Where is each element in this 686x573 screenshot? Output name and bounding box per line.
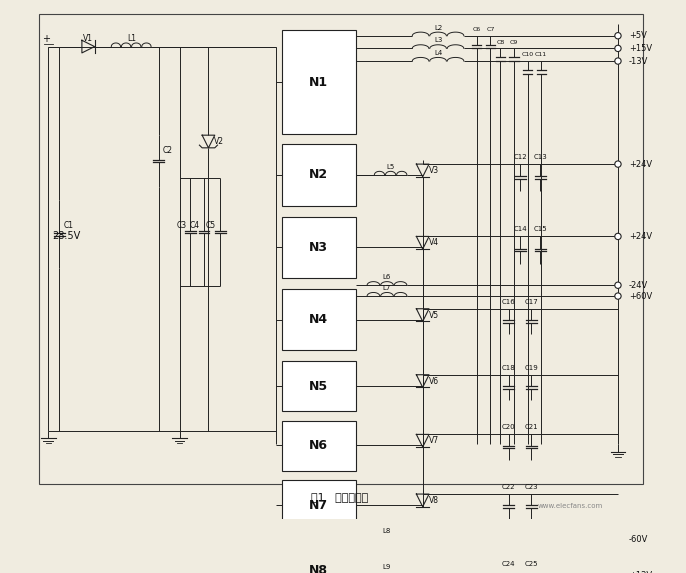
Circle shape — [615, 293, 621, 299]
Text: L8: L8 — [382, 528, 391, 534]
Text: +5V: +5V — [629, 32, 647, 40]
Text: C1: C1 — [63, 221, 73, 230]
Text: +: + — [42, 34, 50, 44]
Text: C22: C22 — [502, 484, 515, 490]
Text: V7: V7 — [429, 436, 438, 445]
Bar — [282, 421, 356, 470]
Text: L7: L7 — [382, 285, 391, 291]
Text: N1: N1 — [309, 76, 329, 89]
Text: V4: V4 — [429, 238, 438, 248]
Text: +24V: +24V — [629, 160, 652, 168]
Text: +15V: +15V — [629, 44, 652, 53]
Bar — [282, 144, 356, 206]
Text: C16: C16 — [501, 299, 515, 304]
Text: L1: L1 — [127, 34, 136, 43]
Text: C14: C14 — [514, 226, 527, 232]
Text: N3: N3 — [309, 241, 328, 254]
Bar — [282, 30, 356, 134]
Text: V3: V3 — [429, 166, 438, 175]
Text: www.elecfans.com: www.elecfans.com — [537, 503, 603, 509]
Text: C10: C10 — [521, 52, 534, 57]
Text: V6: V6 — [429, 376, 438, 386]
Text: 28.5V: 28.5V — [52, 231, 80, 241]
Text: C17: C17 — [524, 299, 538, 304]
Text: N4: N4 — [309, 313, 329, 326]
Text: V5: V5 — [429, 311, 438, 320]
Text: V2: V2 — [214, 137, 224, 146]
Text: C12: C12 — [514, 154, 527, 160]
Text: -24V: -24V — [629, 281, 648, 290]
Text: C11: C11 — [535, 52, 547, 57]
Text: L9: L9 — [382, 564, 391, 570]
Text: L3: L3 — [434, 37, 442, 43]
Text: N2: N2 — [309, 168, 329, 182]
Text: C25: C25 — [524, 560, 538, 567]
Text: +60V: +60V — [629, 292, 652, 301]
Text: C15: C15 — [534, 226, 547, 232]
Bar — [282, 217, 356, 278]
Bar — [282, 361, 356, 411]
Bar — [282, 481, 356, 530]
Text: 图1   电源电路图: 图1 电源电路图 — [311, 492, 368, 502]
Text: C2: C2 — [163, 146, 173, 155]
Text: C5: C5 — [206, 221, 216, 230]
Text: L2: L2 — [434, 25, 442, 30]
Text: N6: N6 — [309, 439, 328, 452]
Text: C8: C8 — [496, 40, 505, 45]
Circle shape — [615, 233, 621, 240]
Text: V8: V8 — [429, 496, 438, 505]
Text: C24: C24 — [502, 560, 515, 567]
Text: -60V: -60V — [629, 535, 648, 544]
Text: C4: C4 — [190, 221, 200, 230]
Circle shape — [615, 282, 621, 288]
Circle shape — [615, 572, 621, 573]
Circle shape — [615, 536, 621, 543]
Text: C3: C3 — [176, 221, 187, 230]
Text: L6: L6 — [382, 274, 391, 280]
Text: -13V: -13V — [629, 57, 648, 65]
Text: +12V: +12V — [629, 571, 652, 573]
Text: C6: C6 — [473, 27, 481, 32]
Text: L5: L5 — [386, 164, 394, 170]
Bar — [282, 289, 356, 350]
Circle shape — [615, 161, 621, 167]
Text: C23: C23 — [524, 484, 538, 490]
Text: C21: C21 — [524, 424, 538, 430]
Text: C9: C9 — [510, 40, 518, 45]
Text: L4: L4 — [434, 50, 442, 56]
Text: N7: N7 — [309, 499, 329, 512]
Text: C20: C20 — [501, 424, 515, 430]
Circle shape — [615, 33, 621, 39]
Circle shape — [615, 45, 621, 52]
Text: C13: C13 — [533, 154, 547, 160]
Text: C18: C18 — [501, 364, 515, 371]
Text: N5: N5 — [309, 379, 329, 393]
Text: +24V: +24V — [629, 232, 652, 241]
Text: C19: C19 — [524, 364, 538, 371]
Text: C7: C7 — [486, 27, 495, 32]
Circle shape — [615, 58, 621, 64]
Text: N8: N8 — [309, 564, 328, 573]
Text: V1: V1 — [83, 34, 93, 43]
Bar — [282, 540, 356, 573]
